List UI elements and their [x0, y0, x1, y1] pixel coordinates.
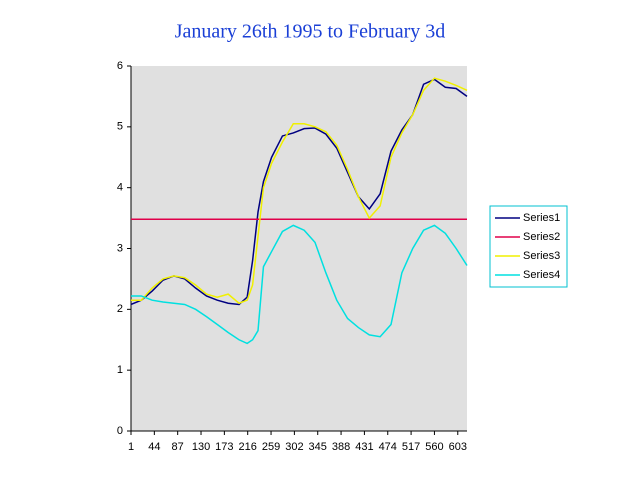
x-tick-label: 474 — [379, 441, 397, 453]
x-tick-label: 345 — [309, 441, 327, 453]
x-tick-label: 87 — [172, 441, 184, 453]
x-tick-label: 44 — [148, 441, 160, 453]
x-tick-label: 517 — [402, 441, 420, 453]
series-line — [131, 77, 468, 305]
legend — [489, 205, 568, 288]
series-line — [130, 78, 468, 306]
x-tick-label: 216 — [239, 441, 257, 453]
y-tick-label: 4 — [117, 182, 123, 194]
x-tick-label: 603 — [449, 441, 467, 453]
x-tick-label: 259 — [262, 441, 280, 453]
y-tick-label: 2 — [117, 303, 123, 315]
legend-label: Series2 — [523, 231, 560, 243]
y-tick-label: 0 — [117, 425, 123, 437]
x-tick-label: 431 — [355, 441, 373, 453]
y-tick-label: 1 — [117, 364, 123, 376]
legend-label: Series4 — [523, 269, 560, 281]
x-tick-label: 1 — [128, 441, 134, 453]
x-tick-label: 560 — [425, 441, 443, 453]
legend-label: Series3 — [523, 250, 560, 262]
y-tick-label: 6 — [117, 60, 123, 72]
chart-title: January 26th 1995 to February 3d — [175, 21, 446, 43]
x-tick-label: 173 — [215, 441, 233, 453]
plot-area — [131, 66, 467, 431]
series-line — [131, 224, 468, 345]
legend-label: Series1 — [523, 212, 560, 224]
y-tick-label: 3 — [117, 242, 123, 254]
x-tick-label: 302 — [285, 441, 303, 453]
x-tick-label: 130 — [192, 441, 210, 453]
x-tick-label: 388 — [332, 441, 350, 453]
y-tick-label: 5 — [117, 121, 123, 133]
